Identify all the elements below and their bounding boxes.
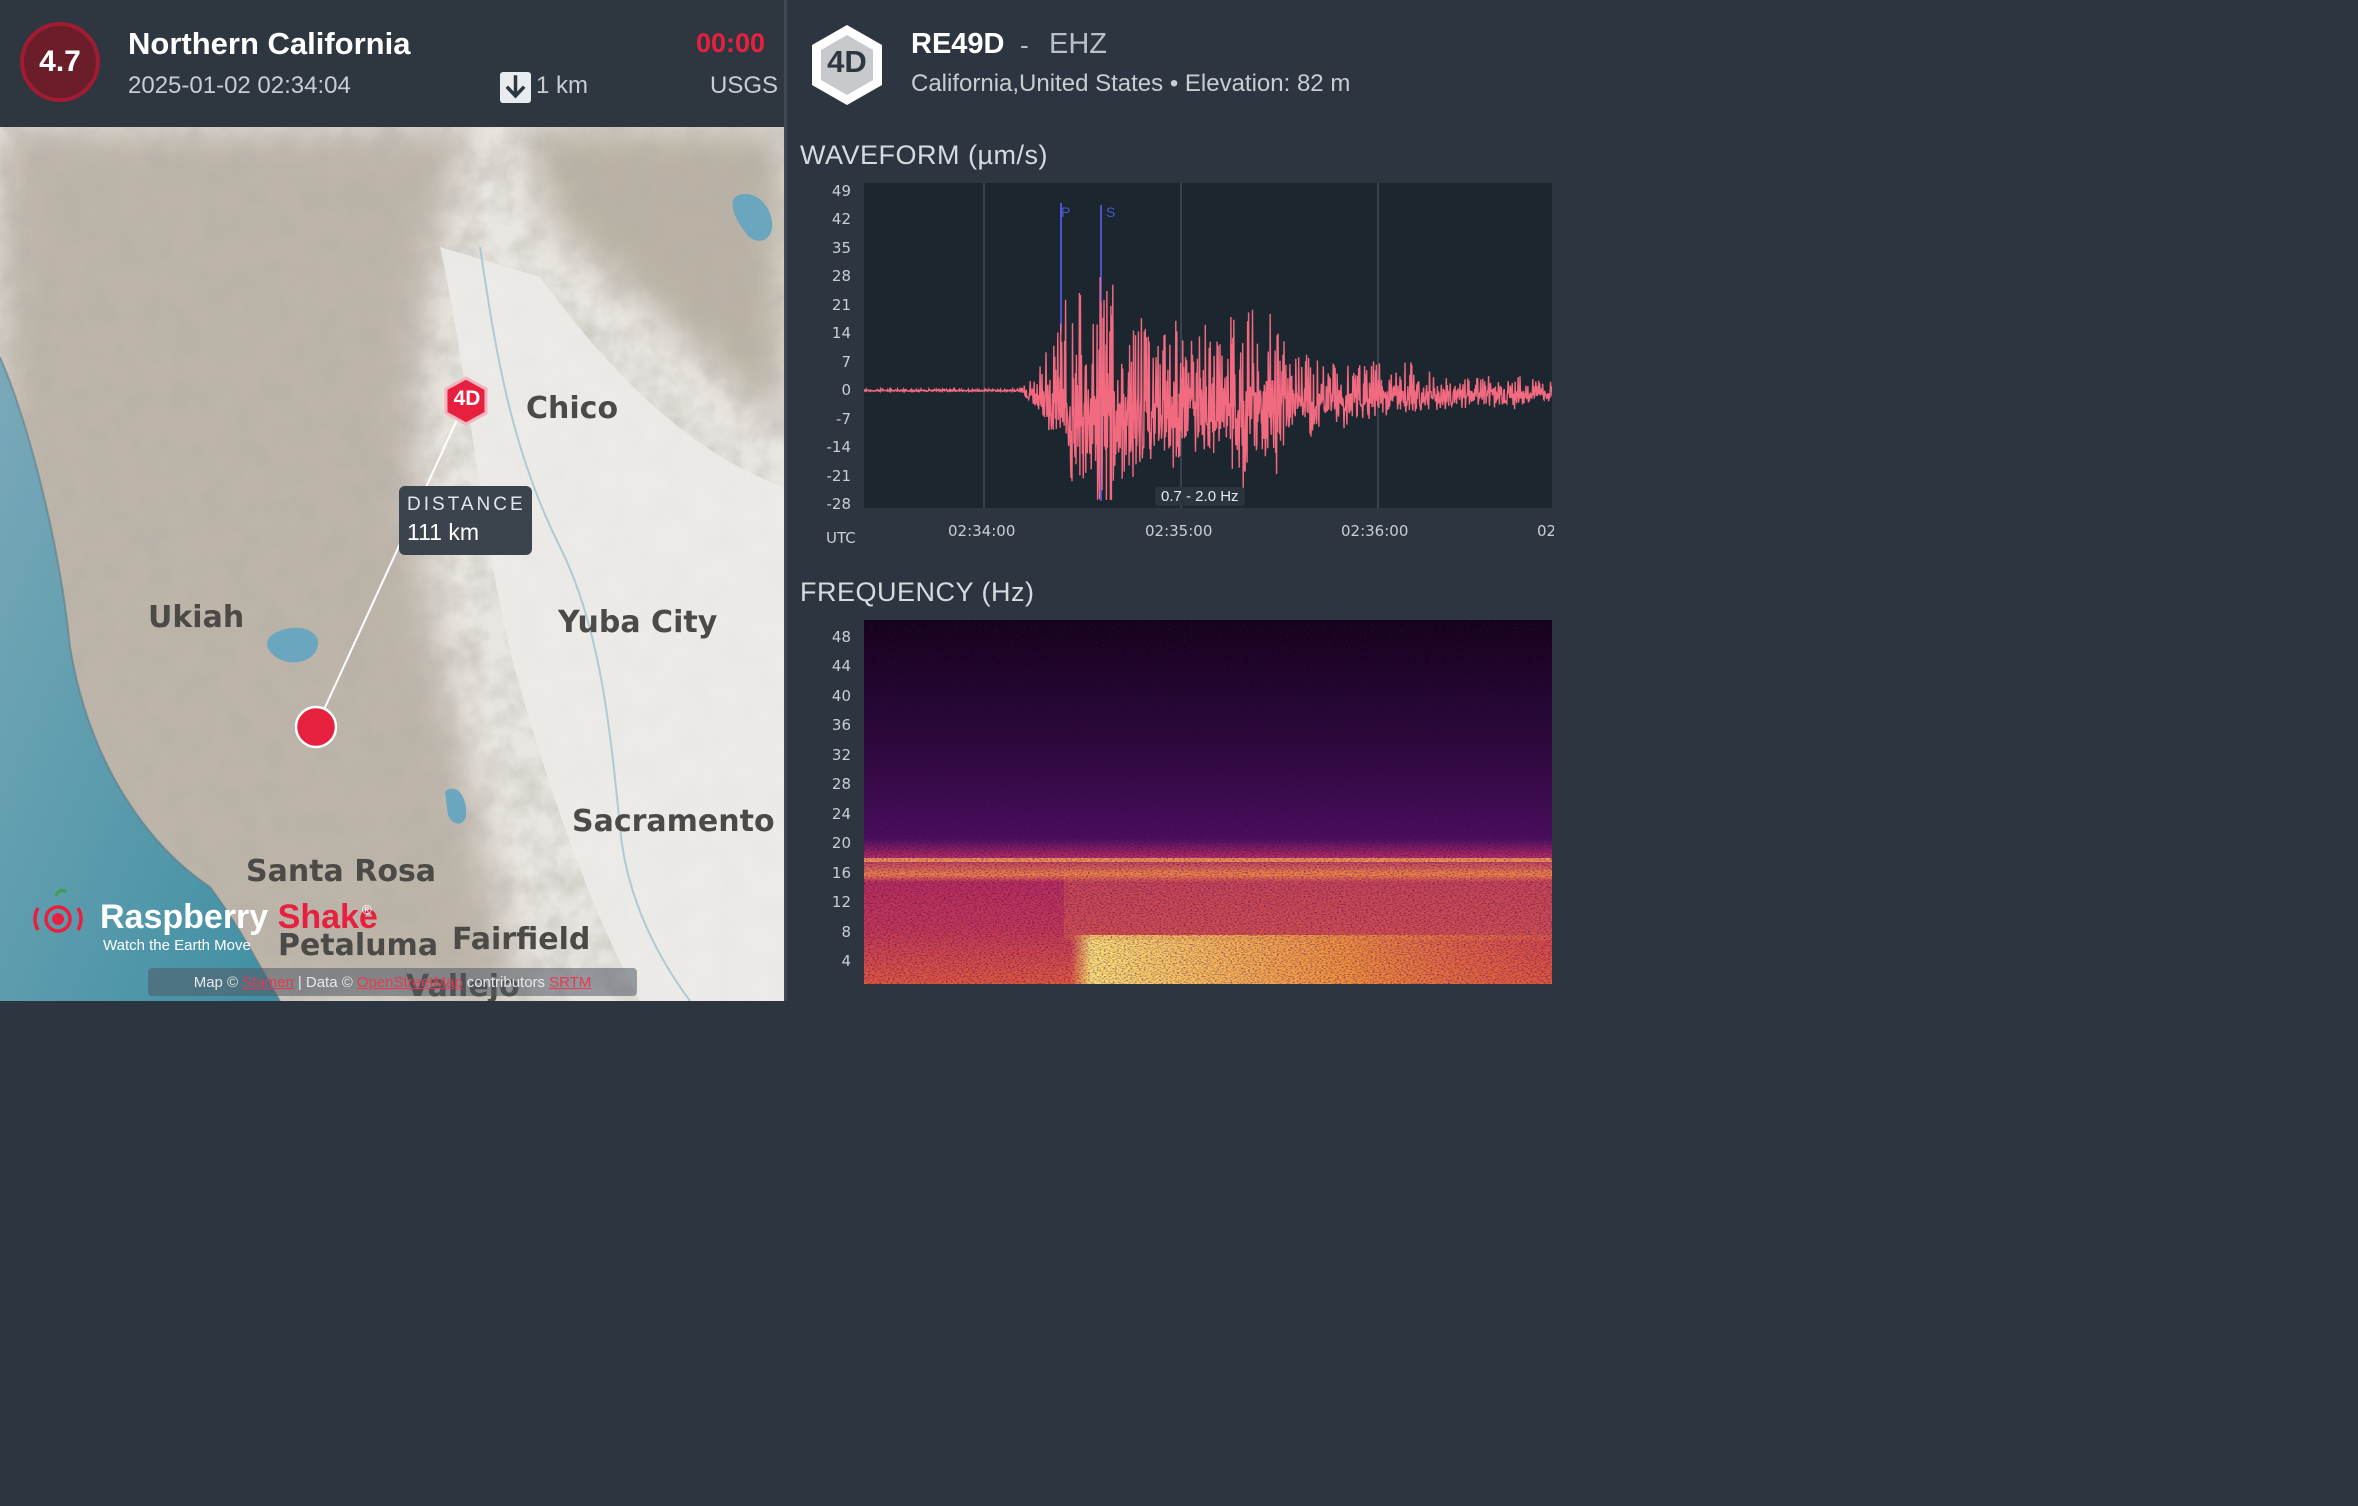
freq-tick-label: 48 bbox=[831, 628, 851, 646]
station-code: RE49D bbox=[911, 28, 1005, 60]
epicenter-marker bbox=[294, 705, 338, 749]
p-wave-label: P bbox=[1061, 204, 1071, 220]
freq-tick-label: 44 bbox=[831, 657, 851, 676]
event-source[interactable]: USGS bbox=[710, 72, 779, 99]
x-tick-label: 02: bbox=[1537, 522, 1554, 540]
event-depth: 1 km bbox=[536, 72, 589, 99]
filter-band-label: 0.7 - 2.0 Hz bbox=[1155, 487, 1245, 506]
station-marker-label[interactable]: 4D bbox=[453, 387, 481, 410]
waveform-trace bbox=[864, 277, 1552, 500]
openstreetmap-link[interactable]: OpenStreetMap bbox=[356, 973, 463, 991]
y-tick-label: 49 bbox=[831, 182, 851, 200]
distance-value: 111 km bbox=[407, 519, 480, 545]
freq-tick-label: 40 bbox=[831, 686, 851, 705]
x-tick-label: 02:35:00 bbox=[1145, 522, 1213, 540]
freq-tick-label: 8 bbox=[841, 922, 851, 941]
freq-tick-label: 32 bbox=[831, 745, 851, 764]
y-tick-label: -28 bbox=[826, 495, 852, 513]
y-tick-label: 14 bbox=[831, 324, 851, 343]
y-tick-label: 7 bbox=[841, 352, 851, 371]
city-label: Yuba City bbox=[558, 605, 718, 640]
y-tick-label: -7 bbox=[836, 409, 851, 428]
y-tick-label: -21 bbox=[826, 466, 852, 485]
frequency-title: FREQUENCY (Hz) bbox=[800, 577, 1035, 607]
station-channel: EHZ bbox=[1049, 28, 1107, 60]
brand-tagline: Watch the Earth Move bbox=[103, 937, 251, 954]
spectrogram-plot[interactable] bbox=[864, 620, 1552, 984]
city-label: Chico bbox=[526, 391, 619, 426]
stamen-link[interactable]: Stamen bbox=[242, 973, 294, 991]
city-label: Ukiah bbox=[148, 600, 245, 635]
depth-arrow-icon bbox=[500, 72, 531, 103]
map-attribution: Map © Stamen | Data © OpenStreetMap cont… bbox=[148, 968, 637, 996]
x-tick-label: 02:34:00 bbox=[948, 522, 1016, 540]
station-separator: - bbox=[1020, 30, 1029, 60]
x-tick-label: 02:36:00 bbox=[1341, 522, 1409, 540]
city-label: Santa Rosa bbox=[246, 854, 437, 889]
freq-tick-label: 24 bbox=[831, 804, 851, 823]
city-label: Fairfield bbox=[452, 922, 591, 957]
event-datetime: 2025-01-02 02:34:04 bbox=[128, 72, 351, 99]
waveform-plot[interactable] bbox=[864, 183, 1552, 508]
event-header[interactable] bbox=[0, 0, 784, 127]
elapsed-timer: 00:00 bbox=[696, 28, 766, 58]
station-elevation: Elevation: 82 m bbox=[1184, 70, 1351, 97]
station-marker bbox=[444, 376, 488, 426]
distance-tooltip: DISTANCE 111 km bbox=[399, 486, 532, 555]
y-tick-label: 35 bbox=[831, 238, 851, 257]
y-tick-label: 28 bbox=[831, 267, 851, 286]
map-view[interactable]: 4D Chico Ukiah Yuba City Sacramento Sant… bbox=[0, 127, 784, 1001]
registered-mark: ® bbox=[362, 902, 372, 917]
city-label: Sacramento bbox=[572, 804, 775, 839]
distance-label: DISTANCE bbox=[407, 494, 526, 515]
brand-name: Raspberry Shake bbox=[100, 898, 378, 936]
waveform-title: WAVEFORM (µm/s) bbox=[800, 140, 1049, 170]
panel-divider bbox=[784, 0, 787, 1001]
magnitude-badge: 4.7 bbox=[20, 22, 100, 102]
freq-tick-label: 28 bbox=[831, 775, 851, 794]
utc-label: UTC bbox=[826, 529, 856, 547]
event-region: Northern California bbox=[128, 26, 411, 61]
freq-tick-label: 12 bbox=[831, 893, 851, 912]
station-info: California,United States • Elevation: 82… bbox=[911, 70, 1351, 97]
y-tick-label: 0 bbox=[841, 381, 851, 400]
y-tick-label: -14 bbox=[826, 438, 852, 457]
freq-tick-label: 36 bbox=[831, 716, 851, 735]
s-wave-label: S bbox=[1106, 204, 1116, 220]
station-hex-badge bbox=[808, 22, 886, 108]
y-tick-label: 42 bbox=[831, 210, 851, 229]
raspberry-shake-logo-icon bbox=[30, 888, 88, 944]
city-label: Petaluma bbox=[278, 928, 439, 963]
freq-tick-label: 4 bbox=[841, 952, 851, 970]
y-tick-label: 21 bbox=[831, 295, 851, 314]
freq-tick-label: 20 bbox=[831, 834, 851, 853]
station-badge-label: 4D bbox=[827, 44, 867, 79]
srtm-link[interactable]: SRTM bbox=[549, 973, 592, 991]
freq-tick-label: 16 bbox=[831, 863, 851, 882]
station-location: California,United States bbox=[911, 70, 1164, 97]
